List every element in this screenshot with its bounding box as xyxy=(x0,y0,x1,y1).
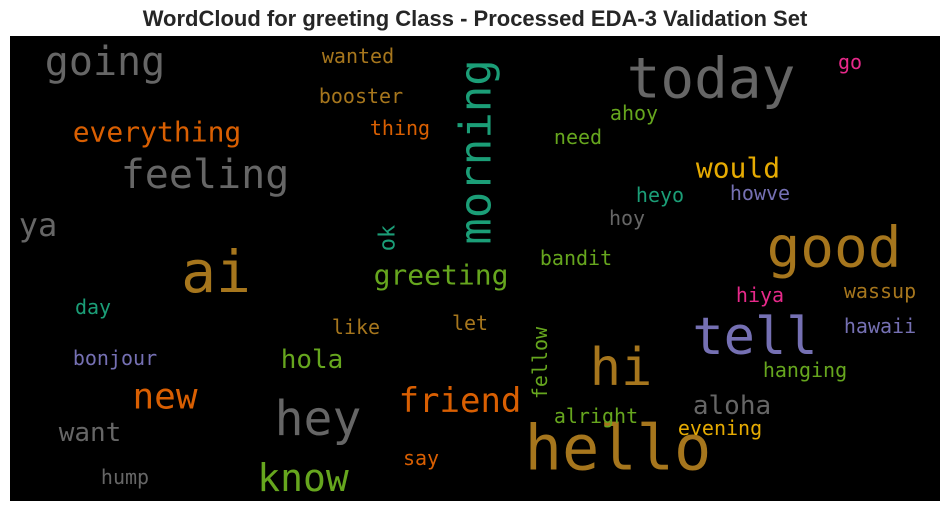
word-greeting: greeting xyxy=(374,259,509,292)
word-say: say xyxy=(403,446,439,470)
word-evening: evening xyxy=(678,416,762,440)
word-ok: ok xyxy=(376,225,401,252)
word-wanted: wanted xyxy=(322,44,394,68)
word-ya: ya xyxy=(19,206,58,244)
word-want: want xyxy=(59,418,122,448)
word-heyo: heyo xyxy=(636,183,684,207)
word-hi: hi xyxy=(590,338,653,398)
word-bandit: bandit xyxy=(540,246,612,270)
word-thing: thing xyxy=(370,116,430,140)
word-going: going xyxy=(45,39,165,85)
word-wassup: wassup xyxy=(844,279,916,303)
wordcloud-canvas: hello ai today good hi tell hey morning going fee… xyxy=(10,36,940,501)
word-howve: howve xyxy=(730,181,790,205)
word-morning: morning xyxy=(451,59,502,244)
word-feeling: feeling xyxy=(121,152,290,198)
word-booster: booster xyxy=(319,84,403,108)
word-like: like xyxy=(332,315,380,339)
word-good: good xyxy=(767,216,902,281)
word-today: today xyxy=(627,47,796,112)
word-hoy: hoy xyxy=(609,206,645,230)
word-ai: ai xyxy=(181,238,251,306)
word-bonjour: bonjour xyxy=(73,346,157,370)
word-hump: hump xyxy=(101,465,149,489)
word-hola: hola xyxy=(281,345,344,375)
word-hiya: hiya xyxy=(736,283,784,307)
word-know: know xyxy=(257,456,349,500)
word-tell: tell xyxy=(692,307,817,367)
word-ahoy: ahoy xyxy=(610,101,658,125)
word-go: go xyxy=(838,50,862,74)
word-alright: alright xyxy=(554,404,638,428)
word-friend: friend xyxy=(399,381,522,421)
chart-title: WordCloud for greeting Class - Processed… xyxy=(142,6,808,31)
word-would: would xyxy=(696,152,780,185)
word-aloha: aloha xyxy=(693,391,771,421)
word-let: let xyxy=(452,311,488,335)
word-hanging: hanging xyxy=(763,358,847,382)
word-everything: everything xyxy=(73,116,242,149)
word-hawaii: hawaii xyxy=(844,314,916,338)
word-hello: hello xyxy=(525,412,712,485)
word-fellow: fellow xyxy=(528,326,552,399)
word-day: day xyxy=(75,295,111,319)
word-need: need xyxy=(554,125,602,149)
word-new: new xyxy=(132,377,197,418)
word-hey: hey xyxy=(275,391,362,447)
